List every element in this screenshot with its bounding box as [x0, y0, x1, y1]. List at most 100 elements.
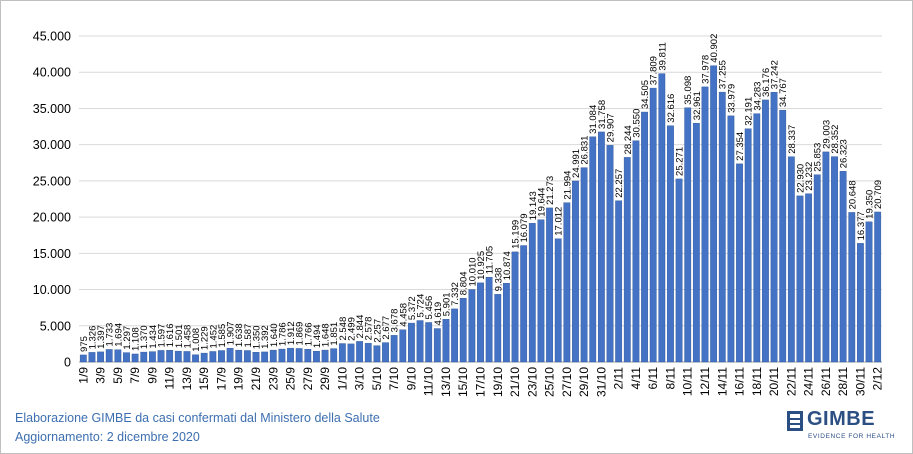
bar-value-label: 28.352: [830, 125, 841, 154]
x-tick-label: 17/10: [474, 367, 488, 397]
bar: [667, 125, 674, 363]
bar: [88, 352, 96, 363]
bar: [805, 193, 813, 363]
bar: [528, 223, 536, 363]
bar-value-label: 1.350: [252, 325, 263, 349]
bar-value-label: 1.694: [113, 323, 124, 347]
bar-value-label: 5.456: [424, 296, 435, 320]
gimbe-logo-mark-icon: [787, 411, 803, 431]
bar: [494, 294, 502, 363]
bar: [477, 282, 484, 363]
bar: [485, 277, 493, 363]
x-tick-label: 17/9: [214, 367, 228, 391]
x-tick-label: 4/11: [629, 367, 643, 390]
y-tick-label: 0: [64, 356, 71, 370]
bar: [580, 167, 588, 363]
bar-value-label: 19.350: [865, 190, 876, 219]
source-caption: Elaborazione GIMBE da casi confermati da…: [15, 411, 380, 425]
bar: [174, 350, 182, 363]
bar: [537, 219, 545, 363]
bar-value-label: 2.844: [355, 315, 366, 339]
bar-value-label: 1.585: [217, 324, 228, 348]
bar: [546, 207, 553, 363]
bar: [684, 107, 692, 363]
bar: [779, 109, 787, 363]
bar: [572, 180, 579, 363]
bar-value-label: 21.273: [545, 176, 556, 205]
bar: [442, 319, 450, 363]
bar: [710, 65, 718, 363]
bar-value-label: 28.244: [623, 125, 634, 154]
bar: [787, 156, 795, 363]
bar-value-label: 1.501: [174, 324, 185, 348]
bar-value-label: 10.010: [467, 257, 478, 286]
x-tick-label: 16/11: [733, 367, 747, 396]
bar-value-label: 25.271: [675, 147, 686, 176]
x-tick-label: 23/9: [266, 367, 280, 391]
y-tick-label: 45.000: [33, 30, 71, 44]
bar-value-label: 1.766: [303, 322, 314, 346]
y-tick-label: 35.000: [33, 102, 71, 116]
bar-value-label: 17.012: [554, 207, 565, 236]
bar: [114, 349, 122, 363]
bar: [589, 136, 597, 363]
bar-value-label: 1.597: [157, 324, 168, 348]
x-tick-label: 19/9: [232, 367, 246, 391]
bar-value-label: 2.257: [372, 319, 383, 343]
bar-value-label: 25.853: [813, 143, 824, 172]
x-tick-label: 13/9: [180, 367, 194, 391]
bar: [606, 145, 614, 363]
bar-value-label: 1.616: [165, 324, 176, 348]
x-tick-label: 13/10: [439, 367, 453, 397]
y-tick-label: 40.000: [33, 66, 71, 80]
bar: [209, 351, 217, 363]
bar-value-label: 32.616: [666, 94, 677, 123]
bar-value-label: 36.176: [761, 68, 772, 97]
x-tick-label: 2/11: [612, 367, 626, 390]
x-tick-label: 1/10: [335, 367, 349, 391]
bar: [658, 73, 666, 363]
x-tick-label: 18/11: [750, 367, 764, 396]
bar-value-label: 1.587: [243, 324, 254, 348]
x-tick-label: 26/11: [819, 367, 833, 396]
bar: [200, 352, 208, 363]
bar: [425, 322, 433, 363]
bar-value-label: 1.370: [139, 325, 150, 349]
bar: [563, 202, 571, 363]
bar-value-label: 1.912: [286, 321, 297, 345]
x-tick-label: 15/10: [456, 367, 470, 397]
bar-value-label: 1.397: [96, 325, 107, 349]
x-tick-label: 9/10: [404, 367, 418, 391]
logo-tagline: EVIDENCE FOR HEALTH: [808, 433, 896, 440]
x-tick-label: 27/10: [560, 367, 574, 397]
x-tick-label: 30/11: [853, 367, 867, 396]
bar: [192, 354, 199, 363]
x-tick-label: 21/10: [508, 367, 522, 397]
y-tick-label: 10.000: [33, 283, 71, 297]
bar-value-label: 7.332: [450, 282, 461, 306]
x-tick-label: 14/11: [715, 367, 729, 396]
bar-value-label: 24.991: [571, 149, 582, 178]
x-tick-label: 28/11: [836, 367, 850, 396]
update-caption: Aggiornamento: 2 dicembre 2020: [15, 430, 200, 444]
bar: [433, 328, 441, 363]
bar: [468, 289, 476, 363]
bar-value-label: 28.337: [787, 125, 798, 154]
bar: [123, 352, 130, 363]
bar: [390, 335, 398, 363]
x-tick-label: 29/9: [318, 367, 332, 391]
bar-value-label: 2.578: [364, 317, 375, 341]
bar: [451, 308, 458, 363]
bar: [865, 221, 873, 363]
bar-value-label: 22.257: [614, 169, 625, 198]
bar-value-label: 1.326: [87, 326, 98, 350]
bar: [632, 140, 640, 363]
x-tick-label: 7/9: [128, 367, 142, 384]
x-tick-label: 5/9: [111, 367, 125, 384]
x-tick-label: 5/10: [370, 367, 384, 391]
bar: [623, 157, 631, 363]
bar: [330, 348, 338, 363]
bar: [770, 92, 778, 363]
